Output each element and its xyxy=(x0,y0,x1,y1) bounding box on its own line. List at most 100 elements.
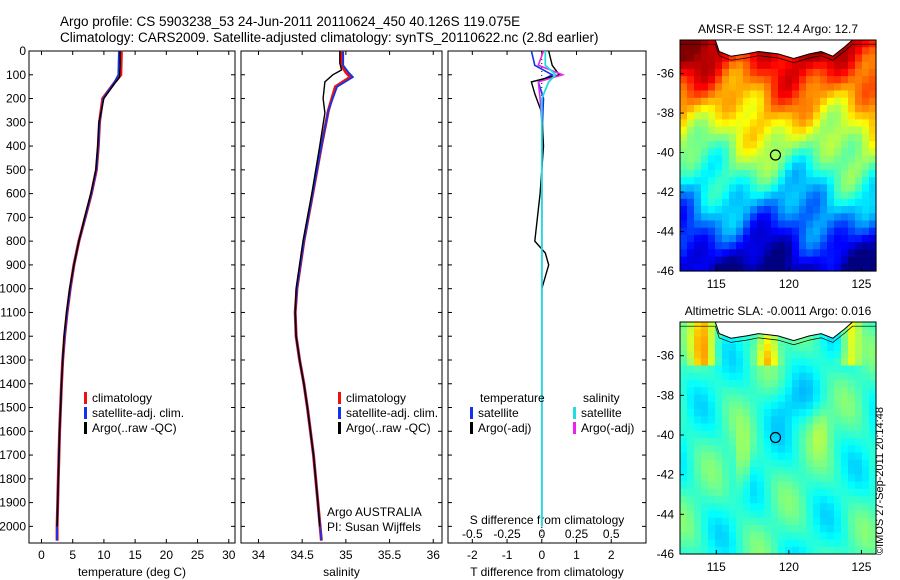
sla-map-cell xyxy=(792,459,800,468)
sst-map-cell xyxy=(813,141,821,149)
temperature-xtick-label: 10 xyxy=(97,548,111,562)
sla-map-cell xyxy=(806,517,814,526)
sla-map-cell xyxy=(722,351,730,359)
sst-map-cell xyxy=(771,68,779,77)
sst-map-cell xyxy=(694,249,702,258)
sst-map-cell xyxy=(687,162,695,171)
sla-map-cell xyxy=(771,525,779,533)
sla-map-cell xyxy=(715,539,723,548)
sla-map-cell xyxy=(820,336,828,345)
sla-map-cell xyxy=(827,496,835,504)
sla-map-ytick-label: -42 xyxy=(657,468,675,482)
sla-map-cell xyxy=(708,416,716,425)
sla-map-cell xyxy=(771,416,779,425)
temperature-legend-label: climatology xyxy=(92,391,152,405)
sla-map-cell xyxy=(757,394,765,403)
sla-map-cell xyxy=(736,372,744,381)
sla-map-cell xyxy=(750,343,758,352)
sst-map-cell xyxy=(736,90,744,99)
sla-map-cell xyxy=(848,517,856,526)
temperature-xlabel: temperature (deg C) xyxy=(78,565,186,579)
sst-map-cell xyxy=(722,191,730,200)
sst-map-cell xyxy=(841,97,849,106)
tdiff-legend-swatch xyxy=(470,407,473,419)
sla-map-cell xyxy=(708,510,716,519)
sla-map-cell xyxy=(855,503,863,512)
sla-map-cell xyxy=(687,445,695,454)
sst-map-cell xyxy=(771,213,779,222)
sla-map-cell xyxy=(687,525,695,533)
sst-map-cell xyxy=(806,54,814,63)
sla-map-cell xyxy=(841,539,849,548)
sla-map-cell xyxy=(764,503,772,512)
sla-map-cell xyxy=(687,329,695,338)
sla-map-cell xyxy=(680,365,688,374)
sst-map-cell xyxy=(757,169,765,178)
sla-map-cell xyxy=(855,416,863,425)
sla-map-cell xyxy=(799,423,807,432)
sla-map-cell xyxy=(757,438,765,446)
sst-map-cell xyxy=(799,97,807,106)
sst-map-cell xyxy=(827,141,835,149)
temperature-legend-label: Argo(..raw -QC) xyxy=(92,421,177,435)
sla-map-cell xyxy=(799,387,807,396)
sla-map-cell xyxy=(834,496,842,504)
sla-map-cell xyxy=(743,445,751,454)
sst-map-cell xyxy=(834,119,842,128)
sst-map-cell xyxy=(785,54,793,63)
sst-map-cell xyxy=(708,76,716,84)
sst-map-cell xyxy=(764,54,772,63)
salinity-xtick-label: 35.5 xyxy=(378,548,402,562)
depth-tick-label: 100 xyxy=(6,68,26,82)
sla-map-cell xyxy=(750,387,758,396)
sst-map-cell xyxy=(820,126,828,135)
sla-map-cell xyxy=(764,438,772,446)
sla-map-cell xyxy=(694,380,702,388)
sla-map-cell xyxy=(771,488,779,497)
sst-map-cell xyxy=(722,97,730,106)
sst-map-cell xyxy=(708,155,716,164)
sla-map-cell xyxy=(820,452,828,461)
sla-map-cell xyxy=(743,430,751,439)
sst-map-cell xyxy=(855,234,863,243)
sst-map-cell xyxy=(736,220,744,229)
sla-map-cell xyxy=(771,452,779,461)
depth-tick-label: 1200 xyxy=(0,329,26,343)
sla-map-cell xyxy=(778,438,786,446)
sla-map-cell xyxy=(827,488,835,497)
salinity-xtick-label: 34.5 xyxy=(290,548,314,562)
sla-map-cell xyxy=(869,416,877,425)
sst-map-cell xyxy=(862,97,870,106)
sla-map-cell xyxy=(764,336,772,345)
sla-map-cell xyxy=(785,380,793,388)
sla-map-cell xyxy=(841,416,849,425)
sst-map-cell xyxy=(750,184,758,193)
sla-map-cell xyxy=(862,474,870,483)
sla-map-cell xyxy=(841,546,849,555)
sst-map-cell xyxy=(827,155,835,164)
sst-map-cell xyxy=(848,119,856,128)
sst-map-cell xyxy=(799,76,807,84)
sla-map-cell xyxy=(813,532,821,541)
sla-map-cell xyxy=(848,423,856,432)
sst-map-cell xyxy=(834,141,842,149)
sla-map-cell xyxy=(855,510,863,519)
sst-map-cell xyxy=(757,263,765,272)
sla-map-cell xyxy=(827,459,835,468)
sla-map-cell xyxy=(806,365,814,374)
sst-map-cell xyxy=(687,234,695,243)
sla-map-cell xyxy=(827,365,835,374)
sla-map-cell xyxy=(785,365,793,374)
sla-map-cell xyxy=(869,394,877,403)
sla-map-cell xyxy=(722,372,730,381)
sst-map-cell xyxy=(841,227,849,236)
sst-map-cell xyxy=(715,177,723,185)
sst-map-cell xyxy=(792,141,800,149)
sla-map-cell xyxy=(701,510,709,519)
sla-map-cell xyxy=(792,409,800,417)
sla-map-cell xyxy=(771,401,779,410)
sst-map-cell xyxy=(806,112,814,120)
sst-map-cell xyxy=(834,76,842,84)
sla-map-cell xyxy=(813,438,821,446)
